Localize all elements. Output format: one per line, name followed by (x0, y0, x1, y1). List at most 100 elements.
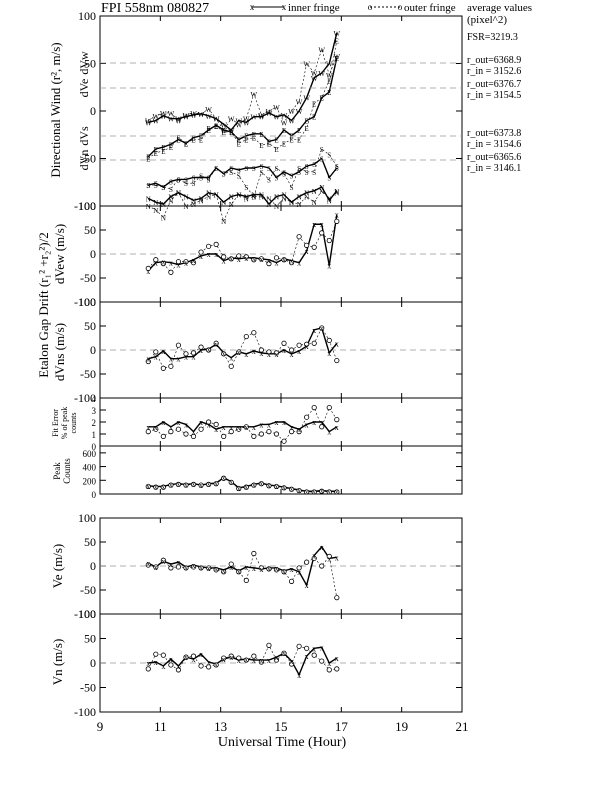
series-w-inner-point: W (266, 110, 273, 118)
avg-values-unit: (pixel^2) (467, 14, 507, 26)
outer-fringe-point (213, 340, 219, 346)
series-s-inner-point: S (146, 182, 150, 190)
inner-fringe-point: x (274, 350, 278, 359)
series-s-outer-point: S (290, 184, 294, 192)
inner-fringe-point: x (237, 423, 241, 432)
y-tick-label: 400 (83, 463, 97, 473)
series-n-inner-point: N (334, 188, 339, 196)
y-tick-label: 0 (90, 656, 96, 670)
series-w-inner-point: W (160, 113, 167, 121)
inner-fringe-point: x (222, 655, 226, 664)
series-s-outer-point: S (222, 171, 226, 179)
series-w-outer-point: W (326, 72, 333, 80)
inner-fringe-point: x (161, 347, 165, 356)
outer-fringe-point (296, 643, 302, 649)
y-tick-label: 3 (92, 406, 97, 416)
legend-inner: x x inner fringe (250, 2, 340, 14)
series-e-outer-point: E (267, 140, 271, 148)
series-w-inner-point: W (153, 118, 160, 126)
series-n-outer-point: N (168, 197, 173, 205)
outer-fringe-point (145, 428, 151, 435)
outer-fringe-point (160, 557, 166, 563)
inner-fringe-point: x (312, 326, 316, 335)
series-s-inner-point: S (192, 175, 196, 183)
series-w-outer-point: W (190, 110, 197, 118)
series-w-outer-point: W (288, 108, 295, 116)
series-w-outer-point: W (296, 99, 303, 107)
series-n-outer-point: N (146, 203, 151, 211)
inner-fringe-point: x (199, 418, 203, 427)
series-w-inner-point: W (190, 112, 197, 120)
outer-fringe-point (206, 347, 212, 353)
inner-fringe-point: x (207, 420, 211, 429)
inner-fringe-point: x (237, 656, 241, 665)
outer-fringe-point (236, 569, 242, 575)
series-w-outer-line (148, 48, 338, 131)
series-n-inner-point: N (244, 194, 249, 202)
outer-fringe-point (145, 265, 151, 271)
inner-fringe-point: x (154, 423, 158, 432)
series-e-inner-point: E (244, 133, 248, 141)
inner-fringe-point: x (214, 564, 218, 573)
series-n-outer-point: N (251, 194, 256, 202)
series-w-outer-point: W (168, 110, 175, 118)
series-n-inner-point: N (146, 195, 151, 203)
stat-fsr: FSR=3219.3 (467, 32, 518, 43)
series-n-inner-point: N (153, 199, 158, 207)
series-s-outer-point: S (207, 176, 211, 184)
inner-fringe-point: x (297, 486, 301, 495)
inner-fringe-point: x (327, 554, 331, 563)
outer-fringe-point (251, 482, 257, 488)
outer-fringe-point (326, 404, 332, 411)
series-w-inner-point: W (175, 116, 182, 124)
inner-fringe-point: x (335, 423, 339, 432)
inner-fringe-point: x (222, 566, 226, 575)
series-w-inner-point: W (168, 116, 175, 124)
series-e-inner-point: E (320, 95, 324, 103)
outer-fringe-point (175, 259, 182, 265)
inner-fringe-point: x (305, 652, 309, 661)
inner-fringe-point: x (237, 484, 241, 493)
outer-fringe-point (168, 269, 174, 275)
stat-n-in: r_in = 3146.1 (467, 163, 521, 174)
outer-fringe-point (296, 428, 302, 435)
outer-fringe-point (175, 481, 182, 487)
inner-fringe-point: x (320, 324, 324, 333)
y-tick-label: -100 (74, 391, 96, 405)
y-tick-label: -50 (80, 583, 96, 597)
series-n-inner-point: N (236, 192, 241, 200)
stat-s-out: r_out=6373.8 (467, 128, 521, 139)
series-e-outer-point: E (191, 137, 195, 145)
outer-fringe-point (190, 481, 197, 487)
series-e-inner-point: E (206, 127, 210, 135)
inner-fringe-point: x (161, 557, 165, 566)
outer-fringe-point (243, 254, 249, 260)
inner-fringe-point: x (327, 659, 331, 668)
series-s-inner-point: S (320, 156, 324, 164)
series-e-outer-point: E (237, 140, 241, 148)
outer-fringe-point (153, 349, 159, 355)
ylabel-dvns: dVns (m/s) (52, 323, 67, 381)
inner-fringe-point: x (252, 564, 256, 573)
outer-fringe-point (221, 433, 227, 439)
inner-fringe-point: x (312, 487, 316, 496)
inner-fringe-point: x (207, 658, 211, 667)
outer-fringe-point (334, 666, 340, 672)
series-s-inner-point: S (327, 175, 331, 183)
series-e-inner-point: E (297, 127, 301, 135)
outer-fringe-point (213, 241, 219, 247)
series-s-outer-point: S (199, 173, 203, 181)
series-s-inner-point: S (282, 169, 286, 177)
x-tick-label: 9 (97, 719, 104, 734)
inner-fringe-point: x (154, 563, 158, 572)
series-e-inner-point: E (146, 154, 150, 162)
outer-fringe-point (258, 431, 264, 437)
inner-fringe-point: x (274, 482, 278, 491)
series-w-outer-point: W (318, 46, 325, 54)
outer-fringe-point (206, 419, 212, 425)
outer-fringe-point (145, 562, 151, 568)
series-e-inner-point: E (176, 137, 180, 145)
inner-fringe-point: x (169, 355, 173, 364)
series-w-inner-line (148, 32, 338, 131)
series-w-outer-point: W (303, 61, 310, 69)
